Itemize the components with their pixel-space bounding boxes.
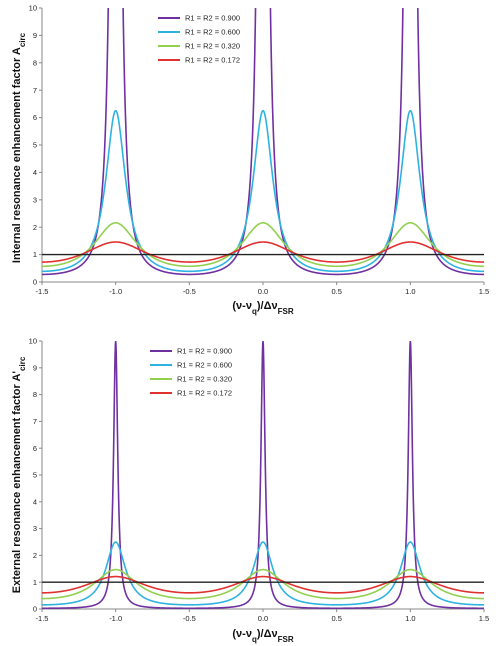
legend-entry: R1 = R2 = 0.320: [150, 375, 232, 384]
x-tick-label: -1.0: [109, 287, 122, 296]
x-tick-label: 1.5: [479, 614, 489, 623]
legend-external: R1 = R2 = 0.900 R1 = R2 = 0.600 R1 = R2 = …: [150, 347, 232, 398]
legend-label: R1 = R2 = 0.172: [185, 56, 240, 65]
chart-external: 0 1 2 3 4 5 6 7 8 9 10 -1.5 -1.0 -0.5 0.0 0.5 1.0 1.5 R1 …: [11, 337, 489, 644]
x-tick-label: 0.5: [331, 614, 341, 623]
series-line-4: [42, 575, 484, 594]
y-axis-title-internal: Internal resonance enhancement factor Ac…: [11, 32, 27, 263]
x-tick-label: -0.5: [183, 287, 196, 296]
legend-label: R1 = R2 = 0.320: [177, 375, 232, 384]
legend-entry: R1 = R2 = 0.320: [158, 42, 240, 51]
legend-entry: R1 = R2 = 0.600: [150, 361, 232, 370]
y-tick-label: 8: [33, 58, 37, 67]
x-tick-label: 1.0: [405, 614, 415, 623]
y-tick-label: 0: [33, 278, 37, 287]
series-line-3: [42, 222, 484, 268]
y-tick-label: 6: [33, 113, 37, 122]
y-tick-label: 10: [29, 4, 37, 13]
y-tick-label: 9: [33, 363, 37, 372]
y-tick-label: 1: [33, 578, 37, 587]
legend-entry: R1 = R2 = 0.900: [158, 14, 240, 23]
series-line-2: [42, 109, 484, 273]
x-tick-label: 0.0: [258, 614, 268, 623]
y-tick-label: 1: [33, 250, 37, 259]
legend-entry: R1 = R2 = 0.900: [150, 347, 232, 356]
series-line-1: [42, 8, 484, 276]
series-line-1: [42, 341, 484, 609]
series-line-4: [42, 241, 484, 263]
legend-internal: R1 = R2 = 0.900 R1 = R2 = 0.600 R1 = R2 = …: [158, 14, 240, 65]
x-tick-label: 1.0: [405, 287, 415, 296]
legend-entry: R1 = R2 = 0.172: [158, 56, 240, 65]
series-layer-external: [42, 341, 484, 609]
y-tick-label: 3: [33, 524, 37, 533]
x-tick-label: 0.0: [258, 287, 268, 296]
y-tick-label: 4: [33, 497, 37, 506]
legend-label: R1 = R2 = 0.600: [185, 28, 240, 37]
legend-label: R1 = R2 = 0.600: [177, 361, 232, 370]
x-axis-title-external: (ν-νq)/ΔνFSR: [232, 628, 293, 644]
y-tick-label: 5: [33, 471, 37, 480]
y-tick-label: 4: [33, 168, 37, 177]
y-tick-label: 0: [33, 605, 37, 614]
legend-entry: R1 = R2 = 0.600: [158, 28, 240, 37]
y-tick-label: 9: [33, 31, 37, 40]
y-tick-label: 7: [33, 417, 37, 426]
x-tick-label: -1.5: [36, 287, 49, 296]
axis-layer-external: 0 1 2 3 4 5 6 7 8 9 10 -1.5 -1.0 -0.5 0.0 0.5 1.0 1.5: [29, 337, 490, 623]
y-tick-label: 7: [33, 86, 37, 95]
x-tick-label: -0.5: [183, 614, 196, 623]
legend-label: R1 = R2 = 0.900: [177, 347, 232, 356]
axis-layer-internal: 0 1 2 3 4 5 6 7 8 9 10 -1.5 -1.0 -0.5 0.0 0.5 1.0 1.5: [29, 4, 490, 296]
series-line-2: [42, 541, 484, 606]
series-line-3: [42, 568, 484, 600]
y-tick-label: 10: [29, 337, 37, 346]
series-layer-internal: [42, 8, 484, 276]
y-tick-label: 2: [33, 223, 37, 232]
x-tick-label: 1.5: [479, 287, 489, 296]
x-tick-label: 0.5: [331, 287, 341, 296]
y-tick-label: 8: [33, 390, 37, 399]
legend-label: R1 = R2 = 0.900: [185, 14, 240, 23]
y-tick-label: 6: [33, 444, 37, 453]
x-axis-title-internal: (ν-νq)/ΔνFSR: [232, 300, 293, 316]
legend-label: R1 = R2 = 0.320: [185, 42, 240, 51]
legend-label: R1 = R2 = 0.172: [177, 389, 232, 398]
y-tick-label: 5: [33, 141, 37, 150]
chart-internal: 0 1 2 3 4 5 6 7 8 9 10 -1.5 -1.0 -0.5 0.0 0.5 1.0 1.5 R1 …: [11, 4, 490, 316]
y-axis-title-external: External resonance enhancement factor A'…: [11, 356, 27, 593]
x-tick-label: -1.5: [36, 614, 49, 623]
x-tick-label: -1.0: [109, 614, 122, 623]
y-tick-label: 3: [33, 195, 37, 204]
y-tick-label: 2: [33, 551, 37, 560]
legend-entry: R1 = R2 = 0.172: [150, 389, 232, 398]
